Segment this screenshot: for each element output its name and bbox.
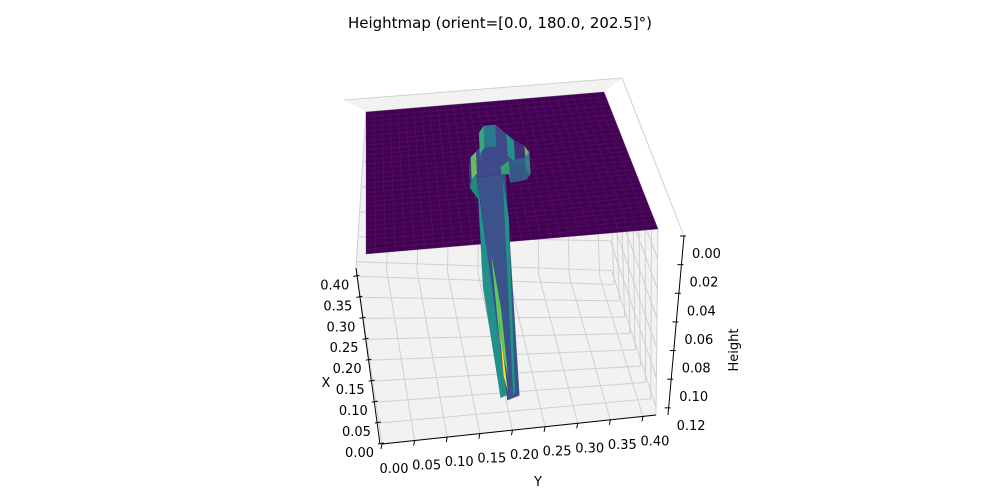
y-tick-mark <box>544 427 545 432</box>
y-tick-mark <box>479 434 480 439</box>
y-tick-mark <box>446 437 447 442</box>
y-tick-label: 0.25 <box>543 445 572 460</box>
y-tick-label: 0.40 <box>640 434 669 449</box>
y-tick-label: 0.00 <box>380 462 409 477</box>
chart-title: Heightmap (orient=[0.0, 180.0, 202.5]°) <box>0 14 1000 32</box>
y-tick-label: 0.20 <box>510 448 539 463</box>
x-tick-label: 0.15 <box>336 383 365 398</box>
y-tick-label: 0.10 <box>445 455 474 470</box>
z-tick-label: 0.12 <box>677 419 706 434</box>
x-tick-label: 0.40 <box>320 278 349 293</box>
z-tick-label: 0.06 <box>684 333 713 348</box>
x-tick-label: 0.20 <box>333 362 362 377</box>
z-tick-label: 0.08 <box>682 362 711 377</box>
x-axis-label: X <box>322 376 331 391</box>
z-tick-label: 0.00 <box>692 247 721 262</box>
y-tick-mark <box>609 420 610 425</box>
y-tick-label: 0.05 <box>412 459 441 474</box>
y-tick-mark <box>414 441 415 446</box>
z-axis-line <box>668 236 684 415</box>
hole-wall-facet <box>509 158 526 183</box>
y-axis-label: Y <box>533 475 542 490</box>
x-tick-label: 0.30 <box>326 320 355 335</box>
y-tick-mark <box>577 423 578 428</box>
x-tick-label: 0.00 <box>345 446 374 461</box>
y-tick-mark <box>381 444 382 449</box>
x-tick-label: 0.05 <box>342 425 371 440</box>
z-tick-label: 0.04 <box>687 304 716 319</box>
x-tick-label: 0.25 <box>330 341 359 356</box>
x-tick-label: 0.10 <box>339 404 368 419</box>
z-tick-label: 0.02 <box>689 276 718 291</box>
y-tick-label: 0.35 <box>608 438 637 453</box>
y-tick-label: 0.30 <box>575 441 604 456</box>
hole-wall-facet <box>484 125 497 148</box>
y-tick-mark <box>642 416 643 421</box>
y-tick-mark <box>511 430 512 435</box>
y-tick-label: 0.15 <box>477 452 506 467</box>
x-tick-label: 0.35 <box>323 299 352 314</box>
z-tick-label: 0.10 <box>679 390 708 405</box>
z-axis-label: Height <box>727 329 742 372</box>
